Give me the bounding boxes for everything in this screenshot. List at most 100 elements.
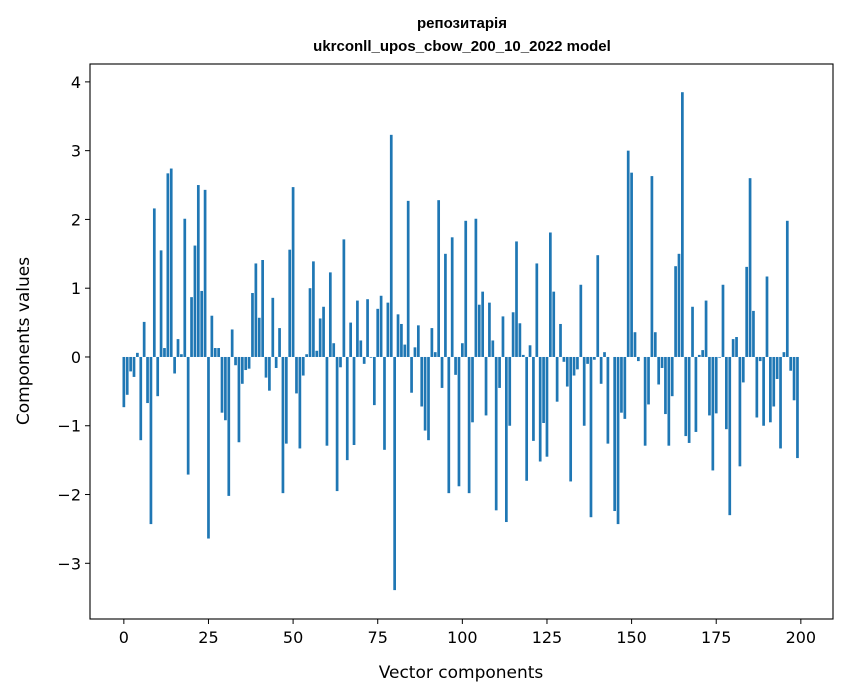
bar (258, 318, 261, 357)
bar (285, 357, 288, 444)
bar (739, 357, 742, 466)
bar (772, 357, 775, 407)
bar (583, 357, 586, 426)
bar (126, 357, 129, 395)
bar (634, 332, 637, 357)
bar (356, 301, 359, 357)
bar (339, 357, 342, 367)
bar (742, 357, 745, 382)
bar (234, 357, 237, 365)
bar (163, 348, 166, 357)
bar (590, 357, 593, 517)
bar (569, 357, 572, 481)
bar (261, 260, 264, 357)
bar (146, 357, 149, 403)
bar (431, 328, 434, 357)
bar (187, 357, 190, 475)
bar (363, 357, 366, 364)
bar (762, 357, 765, 426)
y-tick-label: −2 (57, 486, 81, 505)
bar (637, 357, 640, 361)
bar (793, 357, 796, 400)
bar (671, 357, 674, 396)
bar (129, 357, 132, 371)
bar (471, 357, 474, 422)
bar (458, 357, 461, 486)
bar (183, 219, 186, 357)
x-axis-label: Vector components (379, 663, 544, 683)
bar (593, 357, 596, 360)
bar (403, 345, 406, 357)
bar (674, 266, 677, 357)
x-tick-label: 50 (283, 628, 303, 647)
bar (546, 357, 549, 457)
bar (481, 292, 484, 357)
y-tick-label: 0 (71, 348, 81, 367)
bar (664, 357, 667, 414)
bar (566, 357, 569, 387)
bar (380, 296, 383, 357)
bar (644, 357, 647, 446)
bar (312, 261, 315, 357)
bar (532, 357, 535, 441)
bar (657, 357, 660, 385)
bar (495, 357, 498, 510)
bar (160, 250, 163, 357)
bar (427, 357, 430, 440)
bar (488, 303, 491, 357)
bars-group (122, 92, 798, 590)
bar (414, 347, 417, 357)
bar (505, 357, 508, 522)
x-tick-label: 0 (119, 628, 129, 647)
x-tick-label: 175 (701, 628, 732, 647)
bar (755, 357, 758, 418)
bar (278, 328, 281, 357)
bar (441, 357, 444, 388)
bar (309, 288, 312, 357)
x-tick-label: 125 (532, 628, 563, 647)
bar (420, 357, 423, 407)
bar (529, 345, 532, 357)
bar (647, 357, 650, 404)
bar (173, 357, 176, 374)
bar (491, 340, 494, 357)
bar (322, 307, 325, 357)
bar (197, 185, 200, 357)
chart-title-line-2: ukrconll_upos_cbow_200_10_2022 model (313, 38, 611, 55)
bar (502, 316, 505, 357)
y-tick-label: 3 (71, 142, 81, 161)
bar (667, 357, 670, 446)
bar (451, 237, 454, 357)
bar (542, 357, 545, 423)
bar (556, 357, 559, 402)
bar (549, 232, 552, 356)
bar (749, 178, 752, 357)
bar (133, 357, 136, 377)
bar (319, 318, 322, 357)
bar (343, 239, 346, 357)
y-tick-label: −3 (57, 554, 81, 573)
bar (661, 357, 664, 368)
bar (295, 357, 298, 393)
bar (136, 353, 139, 357)
bar (613, 357, 616, 511)
bar (475, 219, 478, 357)
bar (407, 201, 410, 357)
x-tick-label: 200 (786, 628, 817, 647)
bar (139, 357, 142, 440)
bar (207, 357, 210, 539)
bar (329, 272, 332, 357)
bar (444, 254, 447, 357)
bar (400, 324, 403, 357)
bar (508, 357, 511, 426)
bar (292, 187, 295, 357)
bar (698, 355, 701, 357)
bar (752, 311, 755, 357)
bar (681, 92, 684, 357)
bar (447, 357, 450, 493)
bar (732, 339, 735, 357)
bar (607, 357, 610, 444)
bar (248, 357, 251, 369)
bar (231, 329, 234, 357)
